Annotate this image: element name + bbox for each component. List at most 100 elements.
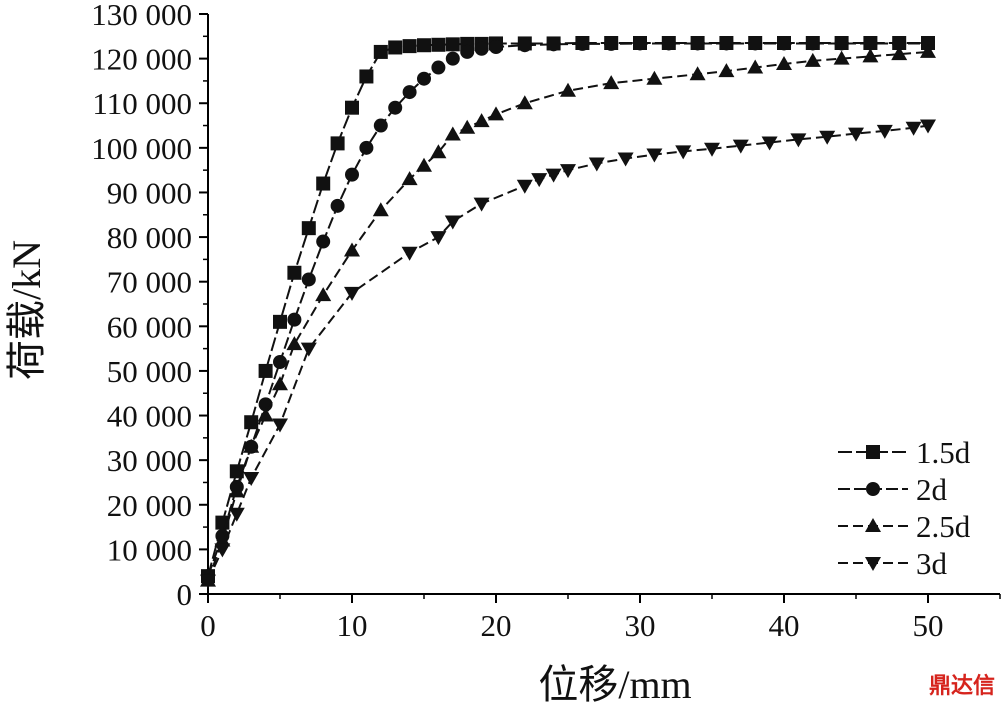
- series-2d: [201, 36, 935, 584]
- y-tick-label: 20 000: [107, 488, 192, 523]
- data-point: [344, 242, 360, 257]
- data-point: [273, 314, 287, 329]
- data-point: [604, 36, 619, 51]
- data-point: [416, 157, 432, 172]
- data-point: [560, 82, 576, 97]
- legend-marker: [866, 482, 880, 496]
- data-point: [345, 167, 359, 182]
- legend-item: 1.5d: [838, 435, 971, 470]
- legend-label: 1.5d: [916, 435, 971, 470]
- data-point: [300, 342, 317, 357]
- data-point: [445, 37, 460, 52]
- x-tick-label: 40: [769, 608, 800, 643]
- data-point: [790, 133, 807, 148]
- data-point: [344, 286, 360, 301]
- series-line: [207, 124, 929, 582]
- data-point: [388, 40, 403, 55]
- data-point: [272, 376, 288, 391]
- y-tick-label: 70 000: [107, 265, 192, 300]
- data-point: [214, 543, 231, 558]
- legend-item: 2d: [838, 472, 948, 507]
- x-tick-label: 20: [481, 608, 512, 643]
- y-tick-label: 110 000: [92, 86, 192, 121]
- legend-item: 3d: [838, 546, 948, 581]
- data-point: [243, 472, 260, 486]
- data-point: [588, 157, 605, 172]
- y-tick-label: 30 000: [107, 443, 192, 478]
- data-point: [417, 71, 431, 86]
- data-point: [200, 574, 216, 589]
- data-point: [287, 312, 302, 327]
- data-point: [560, 164, 576, 179]
- data-point: [401, 246, 418, 261]
- data-point: [286, 336, 303, 351]
- data-point: [690, 36, 705, 51]
- data-point: [401, 171, 418, 186]
- y-tick-label: 120 000: [91, 42, 192, 77]
- data-point: [633, 36, 647, 51]
- data-point: [834, 36, 849, 51]
- x-axis-title: 位移/mm: [538, 662, 691, 704]
- data-point: [316, 234, 331, 249]
- data-point: [617, 152, 634, 167]
- data-point: [373, 44, 388, 59]
- data-point: [905, 121, 922, 136]
- data-point: [214, 532, 231, 547]
- data-point: [301, 221, 316, 236]
- data-point: [345, 100, 359, 115]
- data-point: [920, 119, 936, 134]
- data-point: [316, 176, 331, 191]
- data-point: [372, 202, 389, 217]
- y-tick-label: 100 000: [91, 131, 192, 166]
- data-point: [257, 407, 274, 422]
- data-point: [488, 106, 504, 121]
- x-tick-label: 30: [625, 608, 656, 643]
- data-point: [661, 36, 676, 51]
- data-point: [473, 113, 490, 128]
- data-point: [287, 265, 302, 280]
- data-point: [272, 418, 288, 433]
- data-point: [704, 142, 720, 157]
- data-point: [359, 140, 374, 155]
- data-point: [474, 41, 489, 56]
- series-3d: [200, 119, 936, 589]
- series-2.5d: [200, 43, 936, 587]
- data-point: [603, 75, 620, 90]
- data-point: [862, 48, 879, 63]
- data-point: [258, 363, 273, 378]
- data-point: [675, 145, 692, 160]
- data-point: [430, 231, 447, 246]
- data-point: [228, 483, 245, 498]
- data-point: [921, 36, 935, 51]
- legend-label: 2.5d: [916, 509, 971, 544]
- data-point: [459, 119, 476, 134]
- data-point: [920, 43, 936, 58]
- series-1.5d: [201, 36, 935, 584]
- data-point: [315, 287, 332, 302]
- data-point: [719, 36, 734, 51]
- x-tick-label: 50: [913, 608, 944, 643]
- data-point: [445, 51, 460, 66]
- x-tick-label: 0: [200, 608, 216, 643]
- data-point: [747, 59, 764, 74]
- data-point: [301, 272, 316, 287]
- data-point: [273, 355, 287, 369]
- data-point: [473, 197, 490, 212]
- data-point: [460, 44, 475, 59]
- data-point: [417, 38, 431, 53]
- x-tick-label: 10: [337, 608, 368, 643]
- data-point: [430, 144, 447, 159]
- y-tick-label: 40 000: [107, 399, 192, 434]
- data-point: [718, 63, 735, 78]
- y-tick-label: 50 000: [107, 354, 192, 389]
- legend-marker: [865, 518, 881, 532]
- data-point: [431, 60, 446, 75]
- data-point: [402, 39, 417, 54]
- data-point: [444, 126, 461, 141]
- y-tick-label: 10 000: [107, 532, 192, 567]
- legend-item: 2.5d: [838, 509, 971, 544]
- data-point: [545, 168, 562, 183]
- data-point: [546, 37, 561, 52]
- data-point: [444, 215, 461, 230]
